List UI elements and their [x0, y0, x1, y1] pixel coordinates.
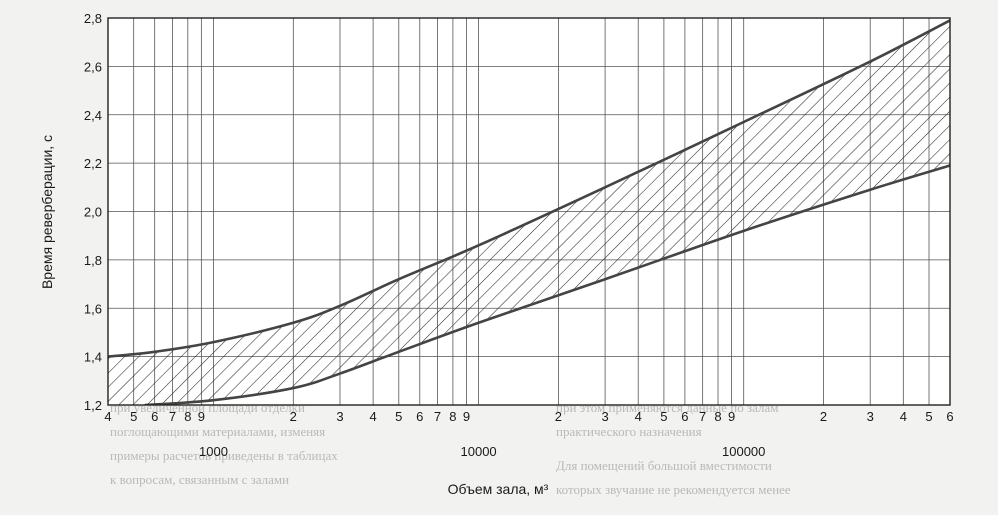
- y-tick-label: 2,8: [84, 11, 102, 26]
- lower-bound-curve: [144, 164, 950, 405]
- reverberation-range-area: [108, 20, 950, 405]
- plot-frame: [107, 17, 951, 406]
- background-text-line: Для помещений большой вместимости: [556, 458, 772, 473]
- x-tick-label: 9: [198, 409, 205, 424]
- x-tick-label: 7: [434, 409, 441, 424]
- y-axis-label: Время реверберации, с: [39, 135, 55, 289]
- x-tick-label: 5: [660, 409, 667, 424]
- x-tick-label: 6: [946, 409, 953, 424]
- x-tick-label: 8: [449, 409, 456, 424]
- x-tick-label: 7: [699, 409, 706, 424]
- x-tick-label: 8: [184, 409, 191, 424]
- x-axis-label: Объем зала, м³: [448, 481, 549, 497]
- y-tick-label: 1,2: [84, 398, 102, 413]
- background-text-line: к вопросам, связанным с залами: [110, 472, 289, 487]
- y-tick-label: 1,8: [84, 253, 102, 268]
- x-tick-label: 5: [130, 409, 137, 424]
- background-text-line: поглощающими материалами, изменяя: [110, 424, 325, 439]
- x-tick-label: 4: [104, 409, 111, 424]
- background-text-line: которых звучание не рекомендуется менее: [556, 482, 791, 497]
- x-tick-label: 4: [369, 409, 376, 424]
- x-tick-label: 4: [635, 409, 642, 424]
- x-tick-label: 4: [900, 409, 907, 424]
- x-tick-label: 2: [820, 409, 827, 424]
- x-tick-label: 3: [336, 409, 343, 424]
- y-tick-label: 2,4: [84, 108, 102, 123]
- x-decade-label: 10000: [461, 444, 497, 459]
- x-tick-label: 6: [151, 409, 158, 424]
- x-tick-label: 6: [416, 409, 423, 424]
- x-tick-label: 6: [681, 409, 688, 424]
- background-text-line: практического назначения: [556, 424, 702, 439]
- x-tick-label: 9: [728, 409, 735, 424]
- upper-bound-curve: [108, 19, 950, 358]
- y-tick-label: 1,6: [84, 301, 102, 316]
- x-tick-label: 8: [714, 409, 721, 424]
- y-tick-label: 2,2: [84, 156, 102, 171]
- x-tick-label: 7: [169, 409, 176, 424]
- x-tick-label: 9: [463, 409, 470, 424]
- x-tick-label: 3: [867, 409, 874, 424]
- y-tick-label: 2,0: [84, 205, 102, 220]
- y-tick-label: 1,4: [84, 350, 102, 365]
- x-tick-label: 5: [395, 409, 402, 424]
- y-tick-label: 2,6: [84, 59, 102, 74]
- x-tick-label: 2: [555, 409, 562, 424]
- x-decade-label: 1000: [199, 444, 228, 459]
- x-decade-label: 100000: [722, 444, 765, 459]
- background-text-line: примеры расчетов приведены в таблицах: [110, 448, 338, 463]
- x-tick-label: 3: [601, 409, 608, 424]
- y-tick-labels: 1,2 1,4 1,6 1,8 2,0 2,2 2,4 2,6 2,8: [84, 11, 102, 413]
- x-tick-label: 2: [290, 409, 297, 424]
- x-tick-label: 5: [925, 409, 932, 424]
